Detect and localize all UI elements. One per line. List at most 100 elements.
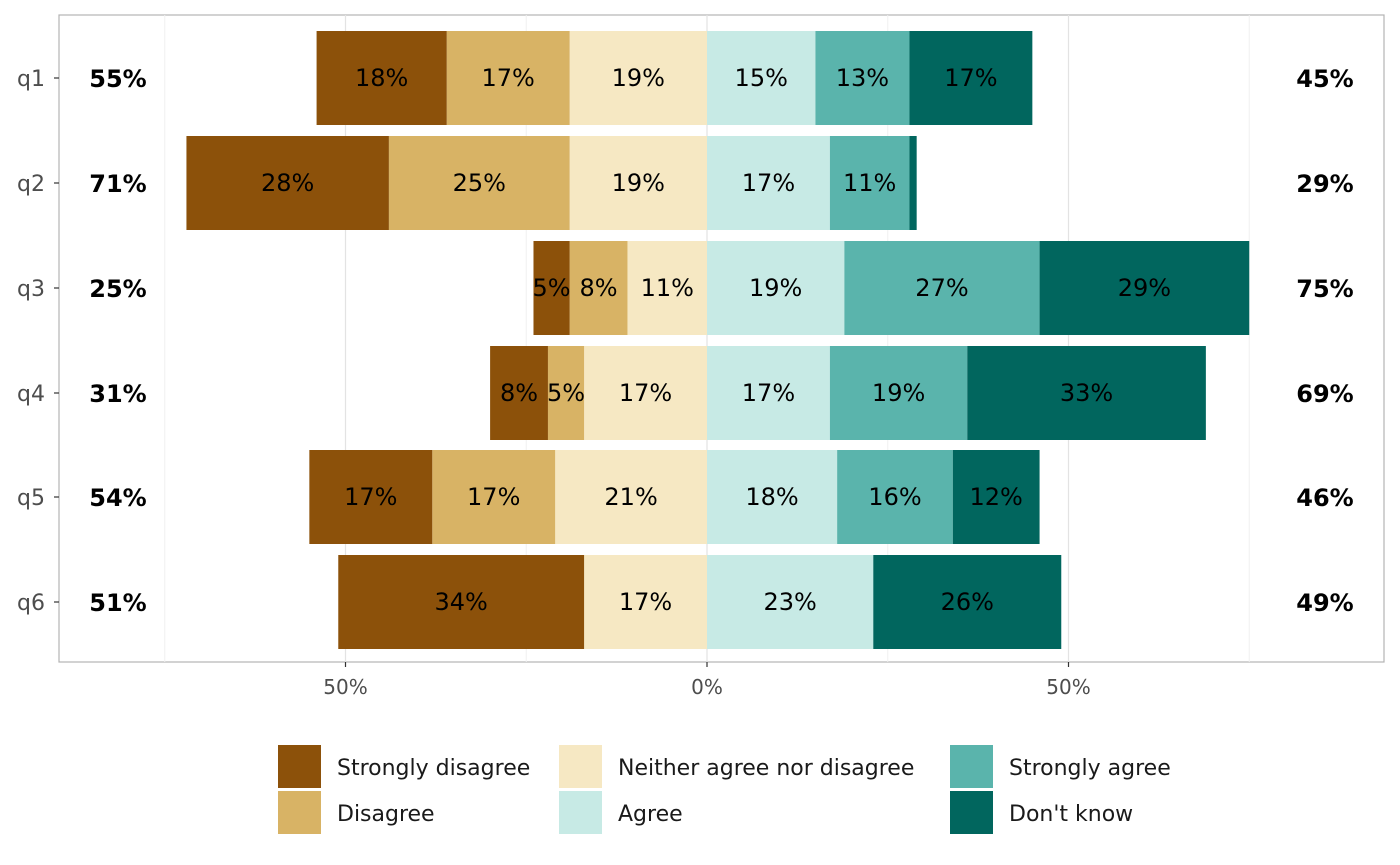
bar-segment <box>446 31 570 125</box>
legend-label: Strongly agree <box>1009 756 1171 781</box>
legend-swatch <box>559 745 602 788</box>
y-tick-label: q2 <box>17 172 45 197</box>
segment-label: 17% <box>619 588 672 616</box>
segment-label: 17% <box>742 169 795 197</box>
segment-label: 29% <box>1118 274 1171 302</box>
bar-segment <box>584 555 707 649</box>
left-total: 25% <box>89 275 146 303</box>
left-total: 71% <box>89 170 146 198</box>
x-tick-label: 0% <box>691 675 723 699</box>
segment-label: 17% <box>467 483 520 511</box>
right-total: 69% <box>1296 380 1353 408</box>
bar-segment <box>837 450 953 544</box>
bar-segment <box>627 241 707 335</box>
segment-label: 26% <box>941 588 994 616</box>
bar-segment <box>569 241 628 335</box>
bar-segment <box>490 346 548 440</box>
bar-segment <box>952 450 1040 544</box>
segment-label: 5% <box>533 274 571 302</box>
segment-label: 19% <box>612 64 665 92</box>
legend-label: Don't know <box>1009 802 1133 827</box>
bar-segment <box>815 31 910 125</box>
bar-segment <box>829 346 968 440</box>
segment-label: 8% <box>500 379 538 407</box>
left-total: 31% <box>89 380 146 408</box>
right-total: 29% <box>1296 170 1353 198</box>
totals: 55% 45% 71% 29% 25% 75% 31% 69% 54% 46% 51% 49% <box>89 65 1353 617</box>
bar-segment <box>909 136 917 230</box>
segment-labels: 18% 17% 19% 15% 13% 17% 28% 25% 19% 17% 11% 5% 8% 11%… <box>261 64 1171 616</box>
segment-label: 13% <box>836 64 889 92</box>
segment-label: 21% <box>604 483 657 511</box>
bar-segment <box>547 346 585 440</box>
y-tick-label: q4 <box>17 382 45 407</box>
bar-segment <box>707 450 838 544</box>
bar-segment <box>186 136 389 230</box>
segment-label: 28% <box>261 169 314 197</box>
segment-label: 5% <box>547 379 585 407</box>
y-tick-label: q5 <box>17 486 45 511</box>
bar-segment <box>316 31 447 125</box>
segment-label: 15% <box>735 64 788 92</box>
bar-segment <box>388 136 570 230</box>
bar-segment <box>432 450 556 544</box>
right-total: 45% <box>1296 65 1353 93</box>
legend-swatch <box>950 791 993 834</box>
segment-label: 17% <box>742 379 795 407</box>
right-total: 49% <box>1296 589 1353 617</box>
bar-segment <box>967 346 1206 440</box>
segment-label: 12% <box>970 483 1023 511</box>
segment-label: 18% <box>745 483 798 511</box>
segment-label: 16% <box>868 483 921 511</box>
segment-label: 8% <box>580 274 618 302</box>
segment-label: 11% <box>641 274 694 302</box>
segment-label: 19% <box>612 169 665 197</box>
segment-label: 11% <box>843 169 896 197</box>
segment-label: 17% <box>944 64 997 92</box>
legend-swatch <box>278 745 321 788</box>
x-tick-label: 50% <box>1046 675 1090 699</box>
y-tick-label: q6 <box>17 591 45 616</box>
y-axis: q1 q2 q3 q4 q5 q6 <box>17 67 59 616</box>
legend-swatch <box>559 791 602 834</box>
bar-segment <box>707 241 845 335</box>
bar-segment <box>309 450 433 544</box>
x-tick-label: 50% <box>323 675 367 699</box>
segment-label: 27% <box>915 274 968 302</box>
bar-segment <box>569 31 707 125</box>
plot-panel-border <box>58 14 1385 663</box>
bar-segment <box>707 136 830 230</box>
left-total: 51% <box>89 589 146 617</box>
segment-label: 25% <box>453 169 506 197</box>
bar-segment <box>707 555 874 649</box>
y-tick-label: q3 <box>17 277 45 302</box>
bar-segment <box>338 555 585 649</box>
segment-label: 17% <box>344 483 397 511</box>
bar-segment <box>707 346 830 440</box>
legend: Strongly disagree Disagree Neither agree n… <box>278 745 1171 834</box>
bar-segment <box>829 136 910 230</box>
legend-label: Strongly disagree <box>337 756 530 781</box>
x-axis: 50% 0% 50% <box>323 662 1091 699</box>
segment-label: 23% <box>763 588 816 616</box>
left-total: 54% <box>89 484 146 512</box>
segment-label: 19% <box>872 379 925 407</box>
bar-segment <box>584 346 707 440</box>
bar-segment <box>569 136 707 230</box>
left-total: 55% <box>89 65 146 93</box>
segment-label: 17% <box>482 64 535 92</box>
segment-label: 18% <box>355 64 408 92</box>
right-total: 46% <box>1296 484 1353 512</box>
legend-label: Agree <box>618 802 683 827</box>
segment-label: 34% <box>435 588 488 616</box>
segment-label: 19% <box>749 274 802 302</box>
y-tick-label: q1 <box>17 67 45 92</box>
bar-segment <box>873 555 1062 649</box>
segment-label: 33% <box>1060 379 1113 407</box>
legend-swatch <box>278 791 321 834</box>
bar-segment <box>533 241 570 335</box>
bar-segment <box>844 241 1040 335</box>
legend-label: Disagree <box>337 802 435 827</box>
